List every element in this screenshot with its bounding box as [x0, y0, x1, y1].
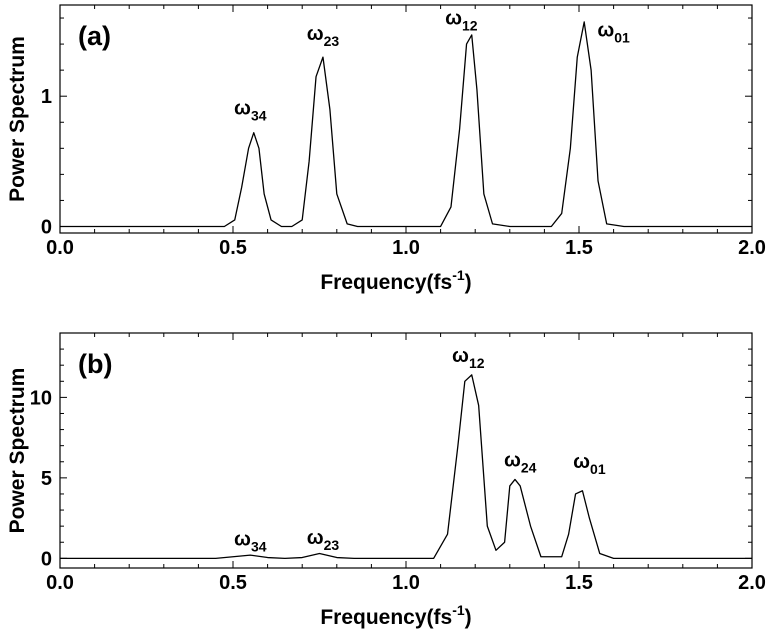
- x-tick-label: 1.0: [392, 237, 420, 259]
- x-tick-label: 0.5: [219, 237, 247, 259]
- peak-label-symbol: ω: [597, 19, 614, 41]
- x-axis-title-close: ): [465, 606, 472, 629]
- peak-label: ω01: [573, 451, 606, 477]
- x-axis-title-sup: -1: [452, 602, 465, 618]
- x-axis-title-main: Frequency(fs: [320, 271, 452, 294]
- peak-label: ω12: [452, 345, 485, 371]
- peak-label: ω01: [597, 19, 630, 45]
- x-axis-title: Frequency(fs-1): [320, 267, 471, 294]
- plot-frame: [59, 4, 753, 234]
- spectrum-line: [60, 374, 752, 559]
- panel-label: (b): [78, 349, 112, 379]
- x-axis-title-main: Frequency(fs: [320, 606, 452, 629]
- peak-label-symbol: ω: [504, 450, 521, 472]
- y-tick-label: 0: [41, 548, 52, 570]
- x-axis-title-sup: -1: [452, 267, 465, 283]
- peak-label-symbol: ω: [445, 8, 462, 30]
- x-tick-label: 0.0: [46, 237, 74, 259]
- peak-label-symbol: ω: [573, 451, 590, 473]
- x-axis-title-close: ): [465, 271, 472, 294]
- peak-label-subscript: 12: [469, 355, 485, 371]
- peak-label-symbol: ω: [307, 23, 324, 45]
- peak-label: ω12: [445, 8, 478, 34]
- peak-label-symbol: ω: [234, 528, 251, 550]
- peak-label-subscript: 01: [614, 29, 630, 45]
- x-axis-title: Frequency(fs-1): [320, 602, 471, 629]
- peak-label-subscript: 34: [251, 538, 267, 554]
- x-tick-label: 1.0: [392, 572, 420, 594]
- x-tick-label: 0.5: [219, 572, 247, 594]
- peak-label-subscript: 23: [324, 537, 340, 553]
- x-tick-label: 0.0: [46, 572, 74, 594]
- peak-label-subscript: 24: [521, 460, 537, 476]
- peak-label-symbol: ω: [307, 527, 324, 549]
- peak-label-subscript: 23: [324, 33, 340, 49]
- panel-label: (a): [78, 21, 111, 51]
- spectrum-line: [60, 21, 752, 228]
- y-tick-label: 1: [41, 86, 52, 108]
- y-axis-title: Power Spectrum: [6, 36, 29, 202]
- peak-label-subscript: 12: [462, 18, 478, 34]
- peak-label: ω34: [234, 528, 267, 554]
- peak-label-subscript: 34: [251, 107, 267, 123]
- x-tick-label: 1.5: [565, 237, 593, 259]
- x-tick-label: 2.0: [738, 237, 766, 259]
- plot-frame: [59, 332, 753, 569]
- x-tick-label: 1.5: [565, 572, 593, 594]
- peak-label: ω23: [307, 527, 340, 553]
- y-tick-label: 0: [41, 216, 52, 238]
- peak-label: ω24: [504, 450, 537, 476]
- x-tick-label: 2.0: [738, 572, 766, 594]
- peak-label-subscript: 01: [590, 461, 606, 477]
- y-tick-label: 5: [41, 468, 52, 490]
- peak-label: ω34: [234, 97, 267, 123]
- peak-label-symbol: ω: [452, 345, 469, 367]
- y-tick-label: 10: [30, 387, 52, 409]
- peak-label: ω23: [307, 23, 340, 49]
- panel-b: 0.0 0.5 1.0 1.5 2.0 0 5 10 Frequency(fs-1) Power …: [6, 332, 766, 629]
- y-axis-title: Power Spectrum: [6, 368, 29, 534]
- peak-label-symbol: ω: [234, 97, 251, 119]
